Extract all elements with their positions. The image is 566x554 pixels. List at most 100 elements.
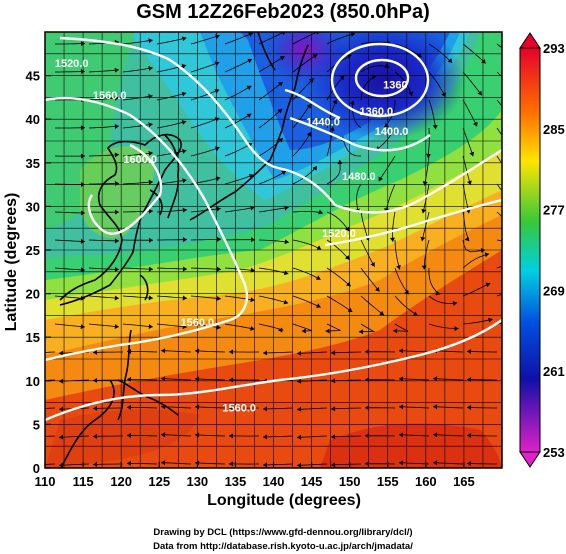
height-contours <box>45 36 502 422</box>
streamline-arrow <box>214 117 220 122</box>
streamline-arrow <box>263 350 268 356</box>
streamline-arrow <box>399 460 404 466</box>
streamline <box>224 174 254 185</box>
streamline <box>393 323 409 332</box>
streamline <box>258 32 286 45</box>
x-tick-label: 130 <box>186 474 208 489</box>
streamline <box>462 127 474 157</box>
streamline <box>258 170 287 185</box>
streamline-arrow <box>80 295 85 301</box>
streamline <box>262 435 294 438</box>
streamline-arrow <box>80 181 85 187</box>
streamline <box>160 378 192 381</box>
y-tick-label: 5 <box>33 417 40 432</box>
x-tick-label: 135 <box>225 474 247 489</box>
streamline-arrow <box>399 432 404 438</box>
streamline-arrow <box>215 176 221 182</box>
streamline-arrow <box>283 270 289 276</box>
streamline <box>432 378 464 381</box>
streamline-arrow <box>481 58 486 64</box>
streamline-arrow <box>399 348 404 354</box>
streamline-arrow <box>284 239 289 245</box>
streamline-arrow <box>248 32 253 37</box>
streamline <box>330 463 362 466</box>
colorbar-body <box>519 47 541 453</box>
streamline <box>427 127 430 158</box>
streamline-arrow <box>297 434 302 440</box>
streamline-arrow <box>246 113 252 119</box>
streamline-arrow <box>59 406 64 412</box>
streamline <box>258 267 289 275</box>
streamline-arrow <box>263 434 268 440</box>
streamline-arrow <box>229 405 234 411</box>
streamline-arrow <box>309 78 314 83</box>
streamline <box>224 207 255 213</box>
streamline-arrow <box>161 432 166 438</box>
streamline-arrow <box>278 327 283 333</box>
streamline <box>92 435 123 437</box>
streamline <box>496 43 502 49</box>
streamline <box>398 378 430 381</box>
streamline <box>122 295 153 299</box>
streamline <box>126 378 158 381</box>
y-tick-label: 20 <box>26 287 40 302</box>
streamline <box>394 267 410 295</box>
streamline-arrow <box>161 376 166 382</box>
streamline-arrow <box>454 326 459 332</box>
streamline <box>126 350 158 353</box>
streamline-arrow <box>248 173 254 179</box>
streamline <box>496 155 502 165</box>
streamline <box>156 323 187 328</box>
streamline <box>292 211 323 214</box>
streamline-arrow <box>349 100 355 106</box>
streamline-arrow <box>350 32 356 37</box>
streamline <box>126 434 158 437</box>
streamline <box>432 462 464 465</box>
streamline <box>360 41 391 45</box>
lat-lon-grid <box>45 32 502 468</box>
streamline-arrow <box>263 462 268 468</box>
y-tick-label: 30 <box>26 199 40 214</box>
streamline <box>190 323 221 329</box>
streamline-arrow <box>375 286 380 292</box>
streamline-arrow <box>59 462 64 468</box>
streamline-arrow <box>250 325 255 331</box>
streamline-arrow <box>181 36 187 42</box>
y-axis-ticks: 0 5 10 15 20 25 30 35 40 45 <box>26 69 51 476</box>
streamline <box>55 71 86 73</box>
streamline-arrow <box>250 205 255 211</box>
streamline-arrow <box>114 295 119 301</box>
streamline-arrow <box>127 404 132 410</box>
streamline <box>45 407 56 409</box>
streamline-arrow <box>297 462 302 468</box>
streamline-arrow <box>433 376 438 382</box>
streamline <box>326 33 356 45</box>
streamline-arrow <box>25 351 29 356</box>
streamline <box>496 99 502 107</box>
contour-label: 1440.0 <box>306 116 340 128</box>
streamline-arrow <box>467 405 472 411</box>
streamline-arrow <box>404 289 409 295</box>
streamline <box>496 211 502 217</box>
x-axis-ticks: 110 115 120 125 130 135 140 145 150 155 160 165 <box>35 462 475 489</box>
streamline <box>466 463 497 465</box>
x-tick-label: 120 <box>110 474 132 489</box>
contour-label: 1480.0 <box>342 171 376 183</box>
credit-drawing: Drawing by DCL (https://www.gfd-dennou.o… <box>153 527 413 538</box>
streamline <box>156 209 187 213</box>
streamline-arrow <box>421 208 427 214</box>
streamline-arrow <box>114 152 119 158</box>
streamline <box>325 323 341 332</box>
streamline-arrow <box>250 267 255 273</box>
streamline <box>462 318 493 325</box>
streamline-arrow <box>114 323 119 329</box>
streamline-arrow <box>365 461 370 467</box>
streamline-arrow <box>441 92 446 98</box>
streamline-arrow <box>316 303 321 308</box>
y-axis-label: Latitude (degrees) <box>3 192 20 332</box>
streamline-arrow <box>214 88 220 94</box>
streamline-arrow <box>148 150 153 156</box>
streamline-arrow <box>467 433 472 439</box>
streamline <box>262 463 294 466</box>
streamline-arrow <box>182 266 187 272</box>
